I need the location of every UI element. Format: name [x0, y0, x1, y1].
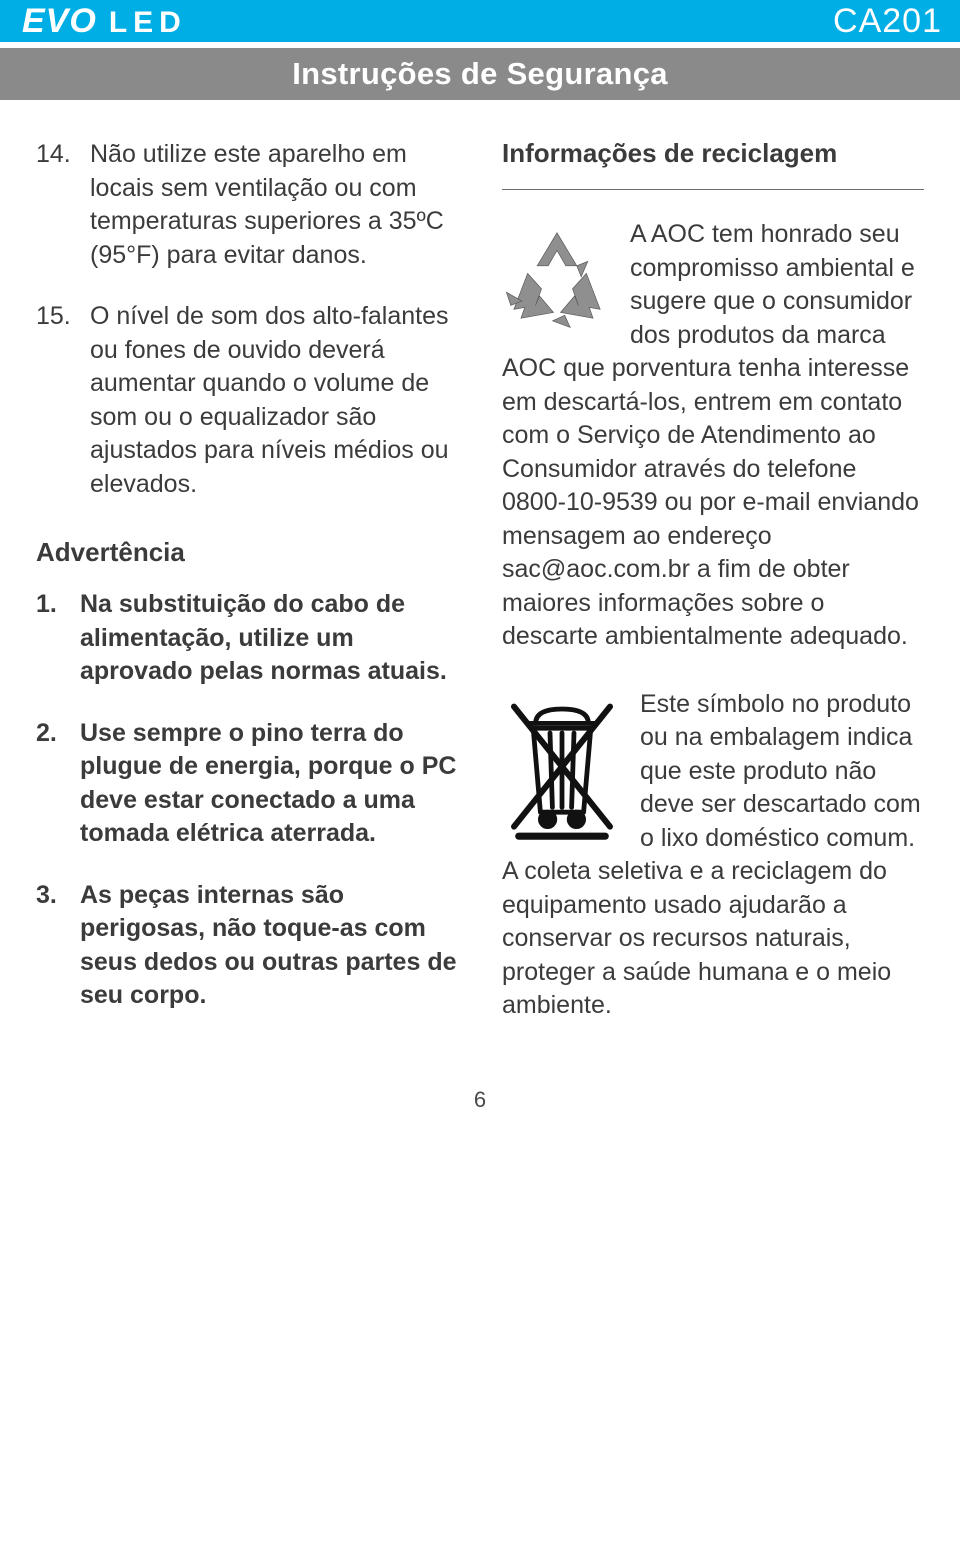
brand-left: EVO LED	[22, 2, 187, 41]
no-trash-icon	[502, 694, 622, 844]
warning-number: 1.	[36, 588, 80, 689]
page-title-bar: Instruções de Segurança	[0, 48, 960, 100]
page-number: 6	[0, 1087, 960, 1131]
warning-item: 1. Na substituição do cabo de alimentaçã…	[36, 588, 458, 689]
warning-text: Na substituição do cabo de alimentação, …	[80, 588, 458, 689]
instruction-item: 14. Não utilize este aparelho em locais …	[36, 138, 458, 272]
warning-block: Advertência 1. Na substituição do cabo d…	[36, 537, 458, 1013]
header-bar: EVO LED CA201	[0, 0, 960, 48]
brand-led: LED	[109, 6, 187, 40]
weee-paragraph: Este símbolo no produto ou na embalagem …	[502, 688, 924, 1023]
warning-item: 2. Use sempre o pino terra do plugue de …	[36, 717, 458, 851]
content: 14. Não utilize este aparelho em locais …	[0, 100, 960, 1087]
instruction-number: 14.	[36, 138, 90, 272]
recycle-icon	[502, 224, 612, 334]
left-column: 14. Não utilize este aparelho em locais …	[36, 138, 458, 1057]
warning-heading: Advertência	[36, 537, 458, 568]
right-column: Informações de reciclagem	[502, 138, 924, 1057]
recycling-paragraph: A AOC tem honrado seu compromisso ambien…	[502, 218, 924, 654]
divider	[502, 189, 924, 190]
instruction-number: 15.	[36, 300, 90, 501]
recycling-heading: Informações de reciclagem	[502, 138, 924, 169]
warning-item: 3. As peças internas são perigosas, não …	[36, 879, 458, 1013]
warning-number: 2.	[36, 717, 80, 851]
warning-number: 3.	[36, 879, 80, 1013]
brand-evo: EVO	[22, 2, 97, 41]
brand-model: CA201	[833, 2, 942, 41]
page-title: Instruções de Segurança	[292, 56, 668, 92]
warning-text: Use sempre o pino terra do plugue de ene…	[80, 717, 458, 851]
warning-text: As peças internas são perigosas, não toq…	[80, 879, 458, 1013]
instruction-text: O nível de som dos alto-falantes ou fone…	[90, 300, 458, 501]
instruction-text: Não utilize este aparelho em locais sem …	[90, 138, 458, 272]
instruction-item: 15. O nível de som dos alto-falantes ou …	[36, 300, 458, 501]
